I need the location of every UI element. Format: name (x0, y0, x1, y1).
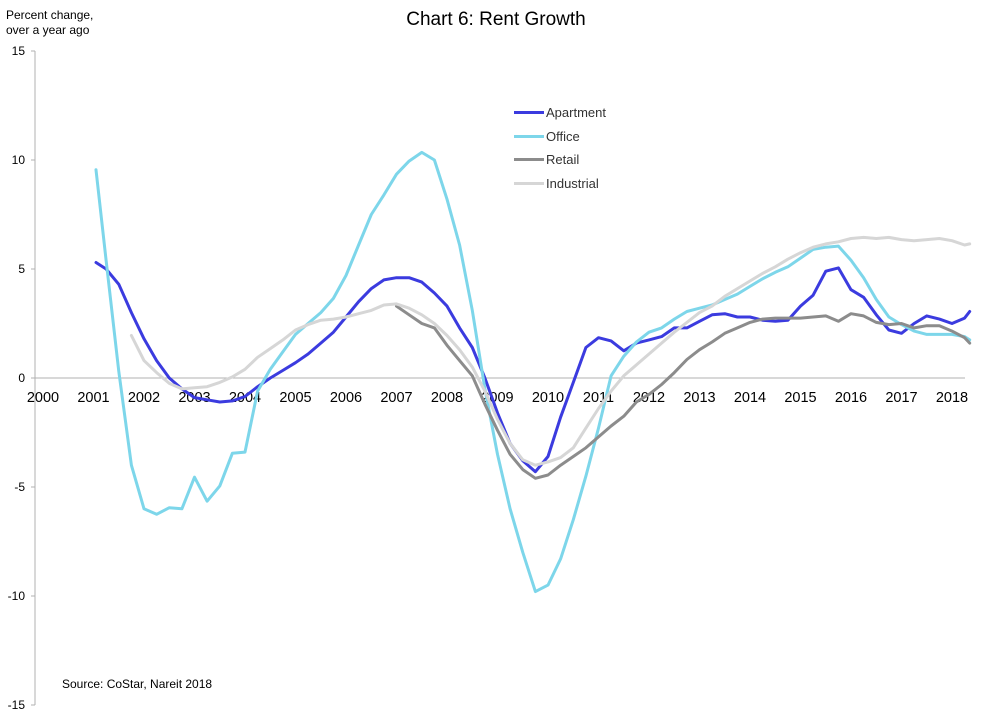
legend-item-retail: Retail (514, 148, 606, 172)
legend: Apartment Office Retail Industrial (514, 101, 606, 195)
legend-label-industrial: Industrial (546, 175, 599, 191)
x-tick-label: 2005 (279, 390, 311, 406)
series-lines (94, 150, 972, 594)
x-tick-label: 2018 (936, 390, 968, 406)
legend-swatch-office (514, 134, 544, 138)
legend-swatch-retail (514, 158, 544, 162)
y-tick-label: 5 (18, 262, 25, 276)
x-tick-label: 2006 (330, 390, 362, 406)
x-tick-label: 2014 (734, 390, 766, 406)
x-tick-label: 2008 (431, 390, 463, 406)
legend-swatch-apartment (514, 111, 544, 115)
y-tick-label: 10 (12, 153, 26, 167)
series-line-office (94, 150, 972, 594)
source-note: Source: CoStar, Nareit 2018 (62, 677, 213, 691)
y-axis-label: Percent change, over a year ago (6, 8, 94, 37)
legend-swatch-industrial (514, 181, 544, 185)
x-tick-label: 2001 (77, 390, 109, 406)
x-tick-label: 2013 (683, 390, 715, 406)
series-line-retail (395, 304, 972, 480)
x-tick-label: 2012 (633, 390, 665, 406)
series-line-apartment (94, 261, 972, 474)
legend-item-office: Office (514, 125, 606, 149)
legend-label-apartment: Apartment (546, 105, 606, 121)
x-tick-label: 2000 (27, 390, 59, 406)
chart-title: Chart 6: Rent Growth (406, 9, 586, 30)
legend-label-retail: Retail (546, 152, 580, 168)
legend-item-apartment: Apartment (514, 101, 606, 125)
legend-item-industrial: Industrial (514, 172, 606, 196)
y-tick-label: -5 (14, 480, 25, 494)
x-tick-label: 2007 (380, 390, 412, 406)
x-tick-label: 2017 (885, 390, 917, 406)
y-tick-label: -15 (8, 698, 26, 712)
x-tick-label: 2015 (784, 390, 816, 406)
x-tick-label: 2016 (835, 390, 867, 406)
legend-label-office: Office (546, 128, 580, 144)
series-line-industrial (129, 235, 972, 467)
y-tick-label: 0 (18, 371, 25, 385)
x-tick-label: 2002 (128, 390, 160, 406)
x-tick-label: 2010 (532, 390, 564, 406)
y-tick-label: -10 (8, 589, 26, 603)
y-tick-label: 15 (12, 44, 26, 58)
